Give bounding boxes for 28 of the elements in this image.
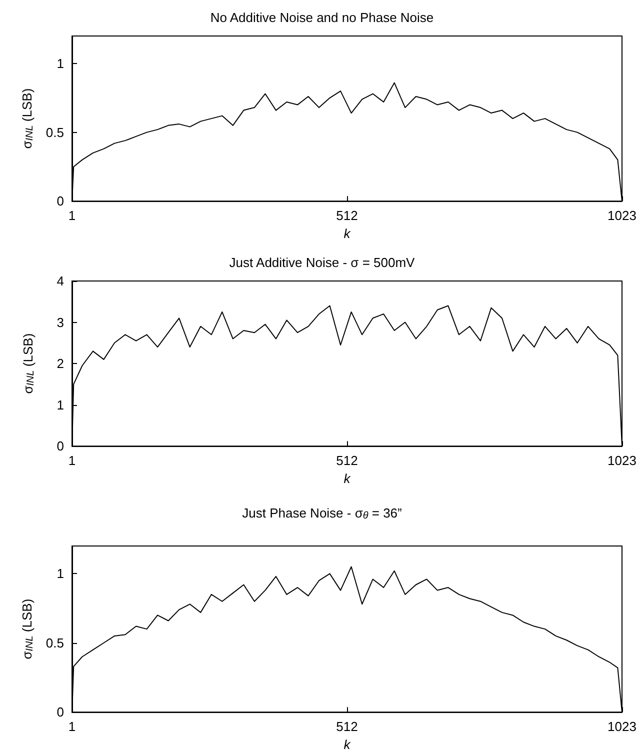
y-tick-label: 1	[56, 56, 64, 72]
y-axis-title: σINL (LSB)	[20, 88, 36, 149]
x-tick-label: 512	[336, 453, 358, 468]
y-tick-label: 0	[56, 194, 64, 209]
x-tick-label: 512	[336, 208, 358, 224]
y-tick-label: 3	[56, 314, 64, 330]
chart-title: Just Additive Noise - σ = 500mV	[229, 255, 416, 270]
y-tick-label: 0	[56, 704, 64, 720]
x-tick-label: 1	[68, 208, 76, 224]
y-tick-label: 4	[56, 274, 64, 288]
x-axis-title: k	[344, 471, 352, 486]
y-tick-label: 0.5	[46, 635, 64, 650]
chart-title: No Additive Noise and no Phase Noise	[210, 10, 434, 25]
x-tick-label: 1	[68, 719, 76, 734]
x-axis-title: k	[344, 226, 352, 241]
x-tick-label: 512	[336, 719, 358, 734]
y-axis-title: σINL (LSB)	[20, 598, 36, 660]
x-tick-label: 1	[68, 453, 76, 468]
x-axis-title: k	[344, 737, 352, 752]
y-tick-label: 2	[56, 356, 64, 372]
x-tick-label: 1023	[608, 208, 636, 224]
x-tick-label: 1023	[608, 719, 636, 734]
y-axis-title: σINL (LSB)	[20, 333, 36, 394]
y-tick-label: 0	[56, 438, 64, 454]
y-tick-label: 1	[56, 397, 64, 412]
x-tick-label: 1023	[608, 453, 636, 468]
y-tick-label: 0.5	[46, 124, 64, 140]
y-tick-label: 1	[56, 566, 64, 582]
